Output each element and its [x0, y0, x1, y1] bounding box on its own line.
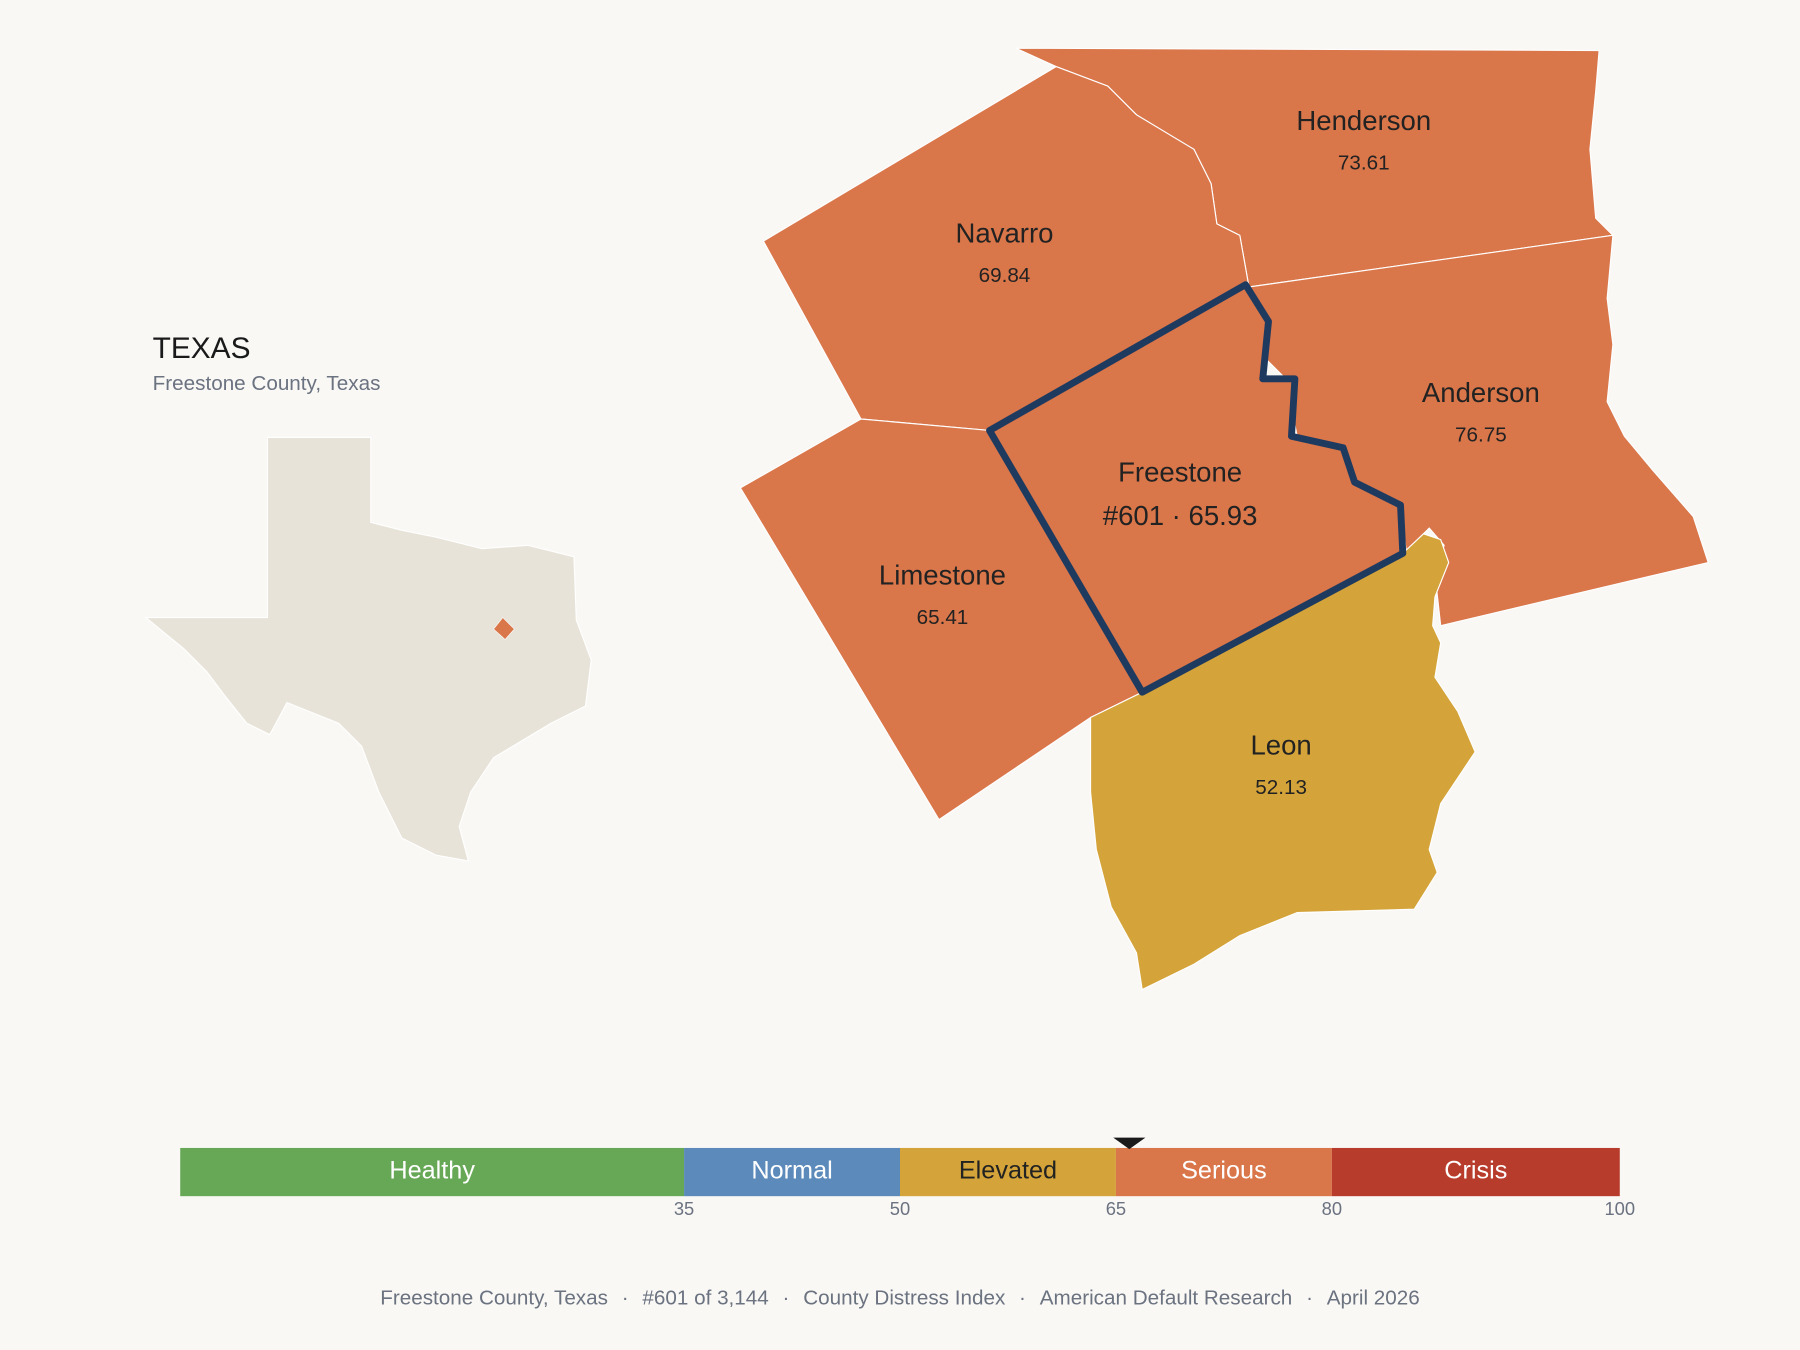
scale-band-label: Normal [751, 1157, 832, 1185]
county-value: 52.13 [1255, 776, 1307, 799]
scale-tick-label: 50 [890, 1198, 910, 1219]
scale-band [1331, 1147, 1620, 1197]
footer: Freestone County, Texas · #601 of 3,144 · Co… [380, 1287, 1420, 1310]
scale-band [900, 1147, 1116, 1197]
footer-separator: · [1019, 1287, 1026, 1310]
texas-locator [144, 436, 592, 862]
scale-band [1115, 1147, 1332, 1197]
footer-separator: · [783, 1287, 790, 1310]
county-value: 73.61 [1338, 152, 1390, 175]
county-name: Freestone [1118, 456, 1242, 487]
scale-band-label: Serious [1181, 1157, 1267, 1185]
county-value: 65.41 [917, 606, 969, 629]
scale-tick-label: 100 [1604, 1198, 1635, 1219]
county-name: Navarro [955, 218, 1053, 249]
county-label: #601 · 65.93 [1103, 500, 1258, 531]
county-name: Anderson [1422, 377, 1540, 408]
footer-separator: · [1306, 1287, 1313, 1310]
scale-tick-label: 35 [674, 1198, 694, 1219]
scale-band-label: Crisis [1444, 1157, 1507, 1185]
footer-part: #601 of 3,144 [642, 1287, 768, 1310]
county-name: Leon [1250, 730, 1311, 761]
texas-outline [144, 436, 592, 862]
subtitle: Freestone County, Texas [153, 372, 381, 395]
scale-tick-label: 65 [1106, 1198, 1126, 1219]
footer-part: County Distress Index [803, 1287, 1006, 1310]
scale-tick-label: 80 [1322, 1198, 1342, 1219]
county-name: Limestone [879, 560, 1006, 591]
footer-part: April 2026 [1327, 1287, 1420, 1310]
footer-part: Freestone County, Texas [380, 1287, 608, 1310]
county-value: 76.75 [1455, 424, 1507, 447]
scale-band [684, 1147, 900, 1197]
scale-band [180, 1147, 685, 1197]
scale-band-label: Healthy [389, 1157, 475, 1185]
county-shape [1089, 533, 1476, 991]
scale-band-label: Elevated [959, 1157, 1057, 1185]
footer-part: American Default Research [1040, 1287, 1293, 1310]
county-name: Henderson [1296, 105, 1431, 136]
texas-highlight [493, 617, 515, 640]
county-shape-selected [986, 281, 1407, 696]
title: TEXAS [153, 332, 251, 365]
footer-separator: · [622, 1287, 629, 1310]
county-map: Henderson 73.61 Navarro 69.84 Anderson 7… [739, 47, 1709, 991]
distress-scale: Healthy Normal Elevated Serious Crisis 35 50 65… [180, 1137, 1635, 1219]
county-value: 69.84 [979, 264, 1031, 287]
scale-marker [1113, 1137, 1146, 1150]
